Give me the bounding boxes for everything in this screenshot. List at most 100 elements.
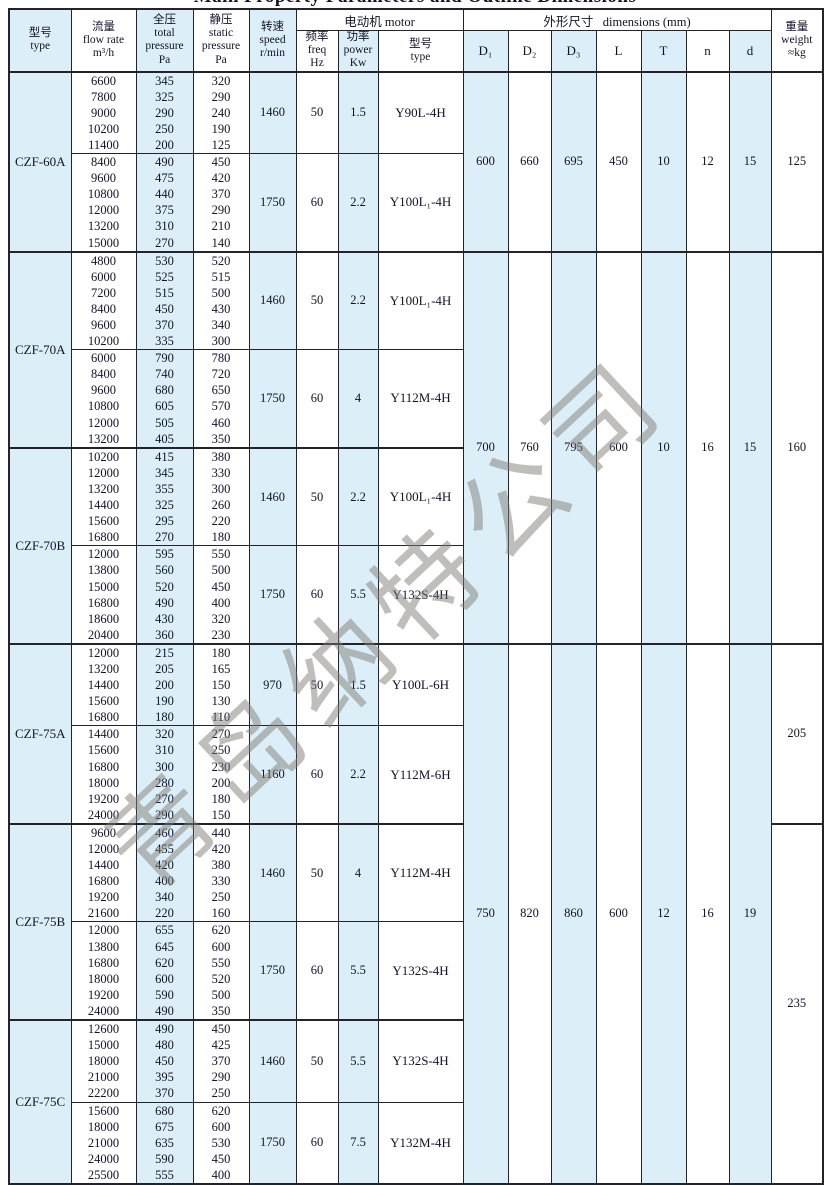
value-line: 16800 bbox=[87, 874, 120, 889]
value-line: 400 bbox=[211, 595, 231, 610]
value-line: 7800 bbox=[91, 89, 116, 104]
value-line: 200 bbox=[155, 137, 174, 152]
value-line: 395 bbox=[155, 1070, 174, 1085]
value-line: 650 bbox=[211, 383, 231, 398]
dim-cell-6: 15 bbox=[728, 70, 772, 253]
value-line: 12000 bbox=[87, 465, 120, 480]
value-line: 555 bbox=[155, 1167, 174, 1182]
freq-cell: 60 bbox=[295, 1101, 339, 1185]
value-line: 13200 bbox=[87, 219, 120, 234]
value-line: 595 bbox=[155, 547, 174, 562]
value-line: 550 bbox=[211, 955, 231, 970]
value-line: 490 bbox=[155, 595, 174, 610]
value-line: 400 bbox=[211, 1167, 231, 1182]
header-zh: 外形尺寸 bbox=[543, 14, 594, 29]
value-line: 635 bbox=[155, 1135, 174, 1150]
value-line: 520 bbox=[211, 253, 231, 268]
header-en: pressure bbox=[145, 40, 184, 53]
value-line: 450 bbox=[211, 1022, 231, 1037]
header-en: type bbox=[30, 40, 51, 53]
power-cell: 7.5 bbox=[337, 1101, 379, 1185]
value-line: 290 bbox=[211, 1070, 231, 1085]
dim-cell-5: 16 bbox=[685, 250, 730, 645]
table-row: CZF-60A 6600 7800 9000 10200 11400 345 325 290 25… bbox=[8, 70, 824, 253]
value-line: 440 bbox=[155, 187, 174, 202]
value-line: 645 bbox=[155, 939, 174, 954]
table-row: CZF-70A 4800 6000 7200 8400 9600 10200 530 525 51… bbox=[8, 250, 824, 645]
value-line: 590 bbox=[155, 987, 174, 1002]
value-line: 8400 bbox=[91, 155, 116, 170]
speed-cell: 1460 bbox=[248, 70, 297, 155]
header-zh: 转速 bbox=[261, 20, 284, 33]
dim-cell-1: 760 bbox=[507, 250, 552, 645]
page-title: Main Property Parameters and Outline Dim… bbox=[0, 0, 830, 8]
value-line: 24000 bbox=[87, 1151, 120, 1166]
value-line: 440 bbox=[211, 825, 231, 840]
power-cell: 2.2 bbox=[337, 250, 379, 351]
total-pressure-cell: 320 310 300 280 270 290 bbox=[135, 725, 194, 825]
value-line: 13800 bbox=[87, 563, 120, 578]
power-cell: 2.2 bbox=[337, 446, 379, 547]
value-line: 340 bbox=[211, 318, 231, 333]
value-line: 18000 bbox=[87, 775, 120, 790]
value-line: 16800 bbox=[87, 955, 120, 970]
flow-cell: 12000 13800 15000 16800 18600 20400 bbox=[70, 545, 137, 645]
total-pressure-cell: 415 345 355 325 295 270 bbox=[135, 446, 194, 547]
value-line: 370 bbox=[155, 1086, 174, 1101]
value-line: 13800 bbox=[87, 939, 120, 954]
header-unit: Kw bbox=[349, 57, 367, 70]
value-line: 9600 bbox=[91, 171, 116, 186]
value-line: 240 bbox=[211, 105, 231, 120]
value-line: 15600 bbox=[87, 743, 120, 758]
value-line: 6600 bbox=[91, 73, 116, 88]
col-header-speed: 转速 speed r/min bbox=[248, 8, 297, 73]
total-pressure-cell: 595 560 520 490 430 360 bbox=[135, 545, 194, 645]
value-line: 16800 bbox=[87, 595, 120, 610]
speed-cell: 1160 bbox=[248, 725, 297, 825]
header-en: power bbox=[343, 44, 373, 57]
value-line: 15000 bbox=[87, 579, 120, 594]
value-line: 550 bbox=[211, 547, 231, 562]
motor-type-cell: Y100L₁-4H bbox=[377, 446, 464, 547]
header-zh: 型号 bbox=[28, 27, 52, 40]
value-line: 150 bbox=[211, 807, 231, 822]
value-line: 24000 bbox=[87, 807, 120, 822]
power-cell: 1.5 bbox=[337, 642, 379, 727]
col-header-d2: D₂ bbox=[507, 29, 552, 73]
weight-cell: 235 bbox=[770, 822, 824, 1185]
value-line: 270 bbox=[211, 727, 231, 742]
spec-table: 型号 type 流量 flow rate m³/h 全压 total press… bbox=[8, 8, 825, 1185]
value-line: 12000 bbox=[87, 923, 120, 938]
value-line: 350 bbox=[211, 1003, 231, 1018]
header-en: speed bbox=[259, 33, 286, 46]
value-line: 110 bbox=[211, 710, 231, 725]
value-line: 300 bbox=[211, 334, 231, 349]
value-line: 19200 bbox=[87, 987, 120, 1002]
dim-cell-0: 750 bbox=[462, 642, 509, 1185]
value-line: 490 bbox=[155, 1022, 174, 1037]
flow-cell: 8400 9600 10800 12000 13200 15000 bbox=[70, 153, 137, 253]
power-cell: 5.5 bbox=[337, 545, 379, 645]
value-line: 350 bbox=[211, 431, 231, 446]
motor-type-cell: Y112M-4H bbox=[377, 349, 464, 449]
header-zh: 频率 bbox=[305, 31, 329, 43]
dim-cell-5: 16 bbox=[685, 642, 730, 1185]
header-unit: Pa bbox=[215, 53, 227, 66]
value-line: 530 bbox=[155, 253, 174, 268]
value-line: 12000 bbox=[87, 645, 120, 660]
value-line: 330 bbox=[211, 465, 231, 480]
motor-type-cell: Y132S-4H bbox=[377, 545, 464, 645]
dim-cell-6: 15 bbox=[728, 250, 772, 645]
table-row: CZF-70B 10200 12000 13200 14400 15600 16800 415… bbox=[8, 446, 823, 645]
value-line: 220 bbox=[211, 514, 231, 529]
value-line: 15000 bbox=[87, 1038, 120, 1053]
col-header-d3: D₃ bbox=[550, 29, 597, 73]
value-line: 655 bbox=[155, 923, 174, 938]
flow-cell: 12600 15000 18000 21000 22200 bbox=[70, 1019, 137, 1103]
value-line: 620 bbox=[211, 923, 231, 938]
value-line: 14400 bbox=[87, 498, 120, 513]
value-line: 375 bbox=[155, 203, 174, 218]
value-line: 405 bbox=[155, 431, 174, 446]
static-pressure-cell: 620 600 530 450 400 bbox=[192, 1101, 250, 1185]
flow-cell: 12000 13800 16800 18000 19200 24000 bbox=[70, 921, 137, 1021]
